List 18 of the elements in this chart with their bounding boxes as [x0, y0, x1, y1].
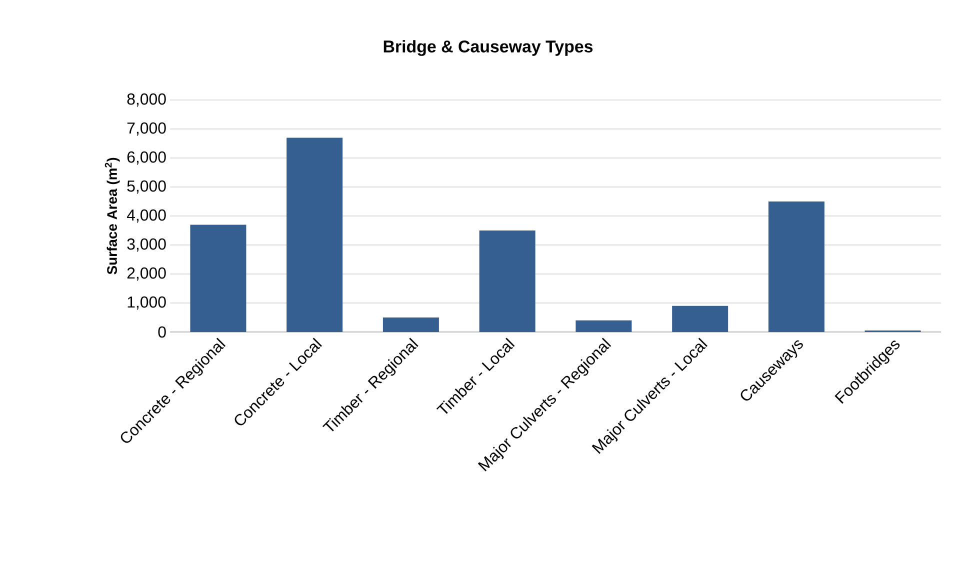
y-tick-label: 0 — [158, 326, 166, 338]
y-tick-label: 3,000 — [127, 238, 166, 252]
y-tick-label: 4,000 — [126, 209, 166, 223]
y-tick-label: 7,000 — [127, 122, 166, 136]
bar — [768, 201, 824, 332]
bar — [286, 138, 343, 332]
y-axis-title: Surface Area (m$^{2}$) — [104, 158, 120, 274]
bar — [190, 224, 246, 332]
bar — [479, 230, 536, 332]
y-tick-label: 6,000 — [127, 151, 166, 165]
y-tick-label: 8,000 — [127, 93, 166, 107]
y-tick-label: 1,000 — [128, 296, 166, 310]
y-tick-label: 5,000 — [127, 180, 166, 194]
y-tick-label: 2,000 — [127, 267, 166, 281]
bar — [672, 306, 728, 332]
bar — [576, 320, 632, 332]
chart-title: Bridge & Causeway Types — [384, 40, 593, 56]
bar — [382, 317, 439, 332]
